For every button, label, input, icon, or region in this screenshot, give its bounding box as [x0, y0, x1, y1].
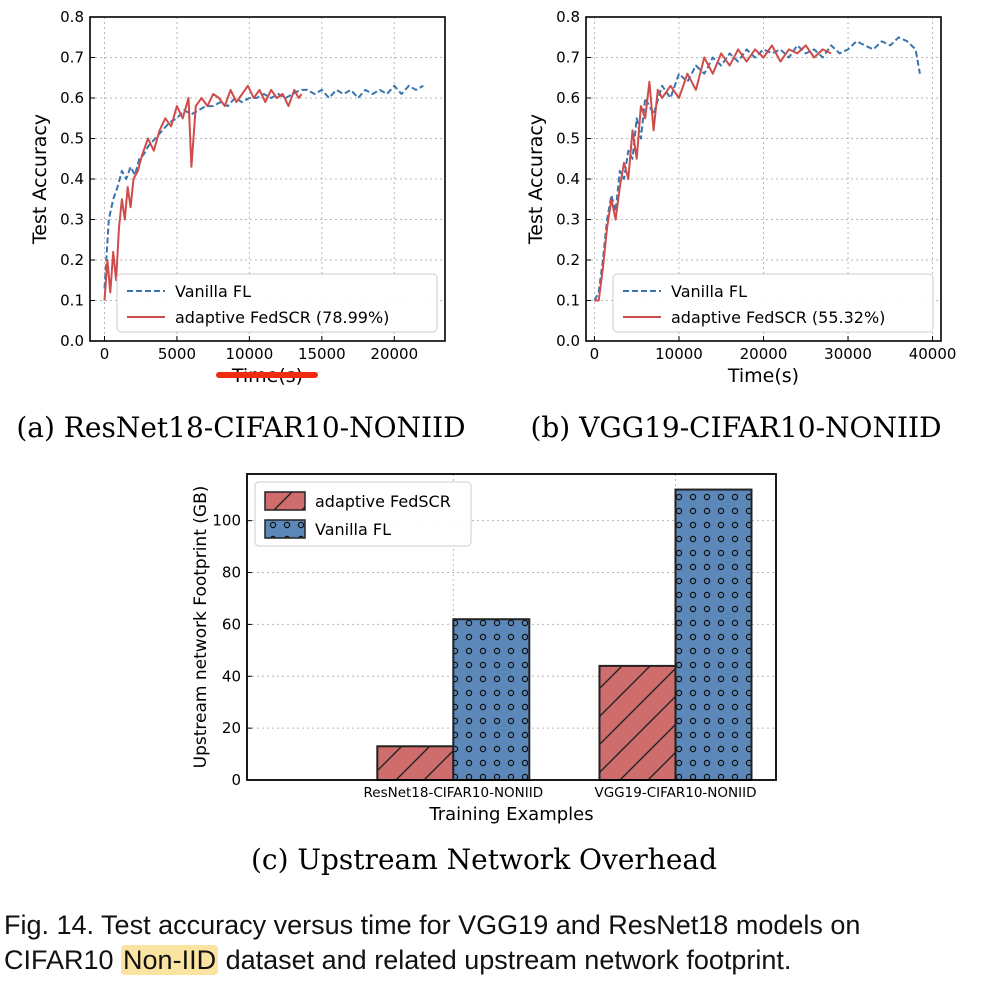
chart-b-tick-label-x-4: 40000 [909, 345, 957, 363]
chart-c-tick-label-y-4: 80 [222, 564, 241, 582]
chart-a: 0 5000 10000 15000 20000 0.0 0.1 0.2 0.3 0.4 0.5 0.… [29, 8, 446, 387]
chart-b-tick-label-y-6: 0.6 [556, 89, 580, 107]
chart-a-tick-label-x-3: 15000 [298, 345, 346, 363]
chart-b-tick-label-y-0: 0.0 [556, 332, 580, 350]
caption-b: (b) VGG19-CIFAR10-NONIID [530, 411, 941, 444]
chart-b-legend-label-0: Vanilla FL [671, 282, 747, 301]
chart-c-plot-frame [246, 473, 777, 781]
chart-c-tick-label-y-0: 0 [231, 771, 241, 789]
chart-c-tick-label-y-3: 60 [222, 615, 241, 633]
chart-c-legend-swatch-0 [264, 491, 306, 511]
chart-a-tick-label-y-5: 0.5 [60, 130, 84, 148]
chart-c: 0 20 40 60 80 100 ResNet18-CIFAR10-NONIID VGG19… [191, 473, 777, 825]
chart-c-bar-1-0 [452, 618, 531, 781]
chart-a-tick-label-x-0: 0 [100, 345, 110, 363]
chart-b-tick-label-y-3: 0.3 [556, 211, 580, 229]
chart-c-x-axis-label: Training Examples [428, 804, 593, 825]
chart-a-legend-label-1: adaptive FedSCR (78.99%) [175, 308, 389, 327]
chart-b-series-line-1 [594, 44, 832, 302]
chart-a-tick-label-y-8: 0.8 [60, 8, 84, 26]
figure-caption: Fig. 14. Test accuracy versus time for V… [4, 908, 989, 978]
chart-a-series-line-1 [103, 84, 303, 301]
chart-b-legend-label-1: adaptive FedSCR (55.32%) [671, 308, 885, 327]
chart-c-tick-label-x-0: ResNet18-CIFAR10-NONIID [363, 785, 543, 801]
caption-a: (a) ResNet18-CIFAR10-NONIID [16, 411, 465, 444]
chart-a-tick-label-y-2: 0.2 [60, 251, 84, 269]
chart-b: 0 10000 20000 30000 40000 0.0 0.1 0.2 0.3 0.4 0.5 0… [525, 8, 956, 387]
chart-b-x-axis-label: Time(s) [727, 365, 799, 387]
chart-a-tick-label-x-1: 5000 [158, 345, 196, 363]
chart-b-tick-label-x-2: 20000 [740, 345, 788, 363]
figure-caption-line2-prefix: CIFAR10 [4, 945, 122, 975]
chart-a-series-line-0 [103, 84, 424, 289]
chart-c-legend-box [254, 481, 472, 547]
chart-a-tick-label-y-4: 0.4 [60, 170, 84, 188]
chart-b-tick-label-y-2: 0.2 [556, 251, 580, 269]
chart-c-tick-label-x-1: VGG19-CIFAR10-NONIID [594, 785, 756, 801]
chart-b-tick-label-y-5: 0.5 [556, 130, 580, 148]
red-underline-annotation [216, 372, 318, 378]
chart-c-y-axis-label: Upstream network Footprint (GB) [191, 486, 211, 769]
chart-a-tick-label-y-7: 0.7 [60, 49, 84, 67]
chart-a-legend-box [116, 273, 438, 333]
chart-c-bar-1-1 [674, 488, 753, 781]
chart-b-tick-label-x-0: 0 [590, 345, 600, 363]
chart-a-tick-label-x-2: 10000 [226, 345, 274, 363]
figure-canvas: 0 5000 10000 15000 200000.00.10.20.30.40.50.… [16, 8, 956, 876]
chart-a-tick-label-y-0: 0.0 [60, 332, 84, 350]
caption-c: (c) Upstream Network Overhead [251, 843, 717, 876]
chart-b-y-axis-label: Test Accuracy [525, 114, 547, 245]
figure-caption-line1: Fig. 14. Test accuracy versus time for V… [4, 910, 861, 940]
figure-caption-line2-suffix: dataset and related upstream network foo… [218, 945, 792, 975]
chart-b-tick-label-y-1: 0.1 [556, 292, 580, 310]
chart-b-tick-label-x-3: 30000 [824, 345, 872, 363]
chart-b-tick-label-y-8: 0.8 [556, 8, 580, 26]
chart-c-legend-swatch-1 [264, 519, 306, 539]
chart-b-series-line-0 [593, 36, 921, 301]
chart-c-bar-0-0 [376, 745, 455, 782]
chart-c-tick-label-y-1: 20 [222, 719, 241, 737]
chart-c-tick-label-y-2: 40 [222, 667, 241, 685]
chart-a-tick-label-y-1: 0.1 [60, 292, 84, 310]
chart-c-legend-label-0: adaptive FedSCR [315, 492, 451, 511]
chart-a-tick-label-y-3: 0.3 [60, 211, 84, 229]
chart-c-bar-0-1 [598, 664, 677, 782]
chart-c-tick-label-y-5: 100 [212, 512, 241, 530]
chart-a-y-axis-label: Test Accuracy [29, 114, 51, 245]
chart-b-tick-label-y-4: 0.4 [556, 170, 580, 188]
chart-c-legend-label-1: Vanilla FL [315, 520, 391, 539]
chart-a-tick-label-x-4: 20000 [370, 345, 418, 363]
chart-b-legend-box [612, 273, 934, 333]
chart-b-tick-label-x-1: 10000 [655, 345, 703, 363]
chart-a-tick-label-y-6: 0.6 [60, 89, 84, 107]
chart-b-tick-label-y-7: 0.7 [556, 49, 580, 67]
chart-a-legend-label-0: Vanilla FL [175, 282, 251, 301]
highlighted-term: Non-IID [121, 945, 219, 975]
